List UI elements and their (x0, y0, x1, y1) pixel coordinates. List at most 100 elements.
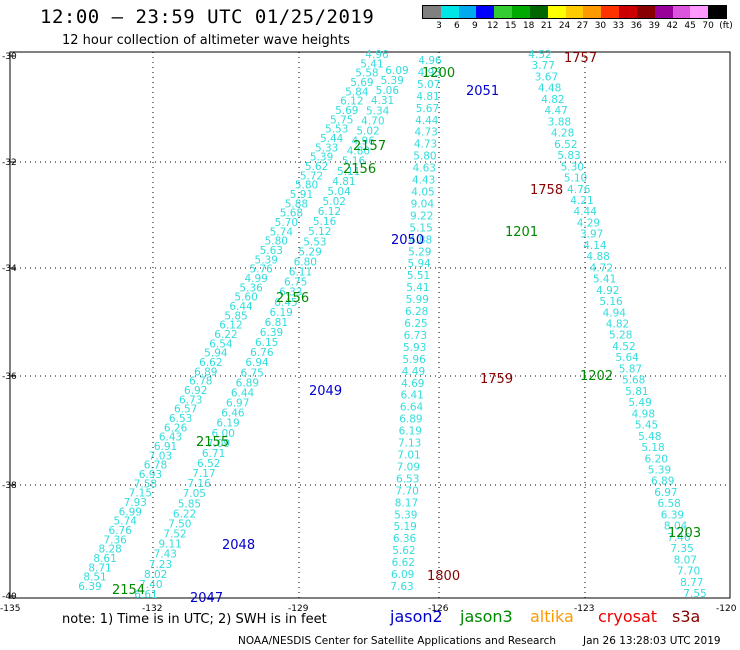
wave-height-value: 4.73 (414, 127, 437, 139)
wave-height-value: 5.96 (402, 354, 426, 366)
colorbar-swatch (601, 6, 620, 18)
wave-height-value: 7.09 (397, 461, 420, 473)
wave-height-value: 4.44 (415, 115, 439, 127)
wave-height-value: 6.61 (134, 589, 157, 601)
wave-height-value: 6.41 (400, 390, 423, 402)
wave-height-value: 5.69 (350, 77, 373, 89)
wave-height-value: 6.99 (119, 506, 142, 518)
wave-height-value: 8.77 (680, 577, 703, 589)
wave-height-value: 5.33 (315, 142, 338, 154)
wave-height-value: 6.62 (199, 357, 222, 369)
wave-height-value: 7.15 (129, 488, 152, 500)
wave-height-value: 5.51 (407, 270, 430, 282)
wave-height-value: 5.29 (298, 246, 321, 258)
wave-height-value: 5.39 (310, 152, 333, 164)
wave-height-value: 7.17 (192, 468, 215, 480)
wave-height-value: 7.05 (183, 488, 206, 500)
wave-height-value: 5.76 (249, 264, 273, 276)
colorbar-swatch (636, 6, 655, 18)
colorbar-swatch (512, 6, 530, 18)
wave-height-value: 6.53 (396, 473, 419, 485)
wave-height-value: 6.76 (250, 347, 274, 359)
wave-height-value: 6.43 (159, 432, 182, 444)
wave-height-value: 5.94 (204, 348, 228, 360)
wave-height-value: 6.64 (400, 402, 424, 414)
lat-tick-label: -38 (2, 481, 17, 491)
wave-height-value: 5.80 (265, 236, 288, 248)
wave-height-value: 5.67 (416, 103, 439, 115)
colorbar-swatch (690, 6, 709, 18)
pass-time-label: 1757 (564, 51, 597, 66)
wave-height-value: 5.44 (320, 133, 344, 145)
wave-height-value: 4.52 (612, 341, 635, 353)
wave-height-value: 4.96 (418, 55, 442, 67)
pass-time-label: 1758 (530, 183, 563, 198)
wave-height-value: 6.19 (399, 426, 422, 438)
wave-height-value: 4.94 (603, 307, 627, 319)
wave-height-value: 9.04 (411, 198, 435, 210)
wave-height-value: 8.51 (83, 572, 106, 584)
wave-height-value: 5.80 (295, 180, 318, 192)
wave-height-value: 4.82 (541, 94, 564, 106)
lat-tick-label: -36 (2, 372, 17, 382)
wave-height-value: 5.64 (615, 352, 639, 364)
wave-height-value: 6.33 (279, 287, 302, 299)
lat-tick-label: -30 (2, 52, 17, 62)
lon-tick-label: -135 (0, 604, 20, 614)
wave-height-value: 5.06 (376, 85, 400, 97)
wave-height-value: 6.97 (226, 398, 249, 410)
wave-height-value: 5.18 (641, 442, 664, 454)
lon-tick-label: -129 (288, 604, 309, 614)
wave-height-value: 6.12 (219, 320, 242, 332)
wave-height-value: 5.02 (323, 196, 346, 208)
wave-height-value: 6.97 (654, 487, 677, 499)
wave-height-value: 4.48 (538, 83, 561, 95)
wave-height-value: 4.92 (596, 285, 619, 297)
wave-height-value: 6.09 (385, 65, 408, 77)
wave-height-value: 6.46 (221, 408, 245, 420)
colorbar-swatch (529, 6, 548, 18)
wave-height-value: 8.28 (98, 544, 121, 556)
pass-time-label: 1202 (580, 369, 613, 384)
wave-height-value: 5.85 (224, 310, 247, 322)
pass-time-label: 1200 (422, 66, 455, 81)
wave-height-value: 6.11 (289, 267, 312, 279)
wave-height-value: 4.81 (416, 91, 439, 103)
wave-height-value: 7.40 (139, 579, 162, 591)
wave-height-value: 7.70 (677, 566, 700, 578)
colorbar-swatch (583, 6, 602, 18)
pass-time-label: 2154 (112, 583, 145, 598)
wave-height-value: 6.19 (216, 418, 239, 430)
wave-height-value: 7.01 (397, 450, 420, 462)
wave-height-value: 6.12 (340, 96, 363, 108)
colorbar-swatch (547, 6, 566, 18)
wave-height-value: 6.36 (393, 533, 417, 545)
wave-height-value: 7.16 (187, 478, 211, 490)
wave-height-value: 4.80 (347, 146, 370, 158)
wave-height-value: 5.93 (403, 342, 426, 354)
wave-height-value: 6.89 (651, 476, 674, 488)
wave-height-value: 5.94 (407, 258, 431, 270)
wave-height-value: 5.16 (313, 216, 337, 228)
pass-time-label: 2049 (309, 384, 342, 399)
wave-height-value: 4.73 (414, 139, 437, 151)
wave-height-value: 5.10 (564, 173, 587, 185)
wave-height-value: 6.22 (173, 508, 196, 520)
credit-line: NOAA/NESDIS Center for Satellite Applica… (238, 635, 556, 647)
wave-height-value: 5.04 (327, 186, 351, 198)
wave-height-value: 9.22 (410, 210, 433, 222)
wave-height-value: 4.63 (413, 163, 436, 175)
wave-height-value: 6.09 (391, 569, 414, 581)
colorbar-label: 45 (684, 21, 696, 31)
wave-height-value: 8.61 (93, 553, 116, 565)
wave-height-value: 7.70 (395, 485, 418, 497)
wave-height-value: 6.57 (174, 404, 197, 416)
wave-height-value: 5.62 (392, 545, 415, 557)
wave-height-value: 4.88 (409, 234, 432, 246)
wave-height-value: 5.39 (648, 464, 671, 476)
legend-altika: altika (530, 607, 574, 626)
wave-height-value: 4.43 (412, 175, 435, 187)
colorbar-swatch (619, 6, 637, 18)
lat-tick-label: -32 (2, 158, 17, 168)
wave-height-value: 5.16 (342, 156, 366, 168)
